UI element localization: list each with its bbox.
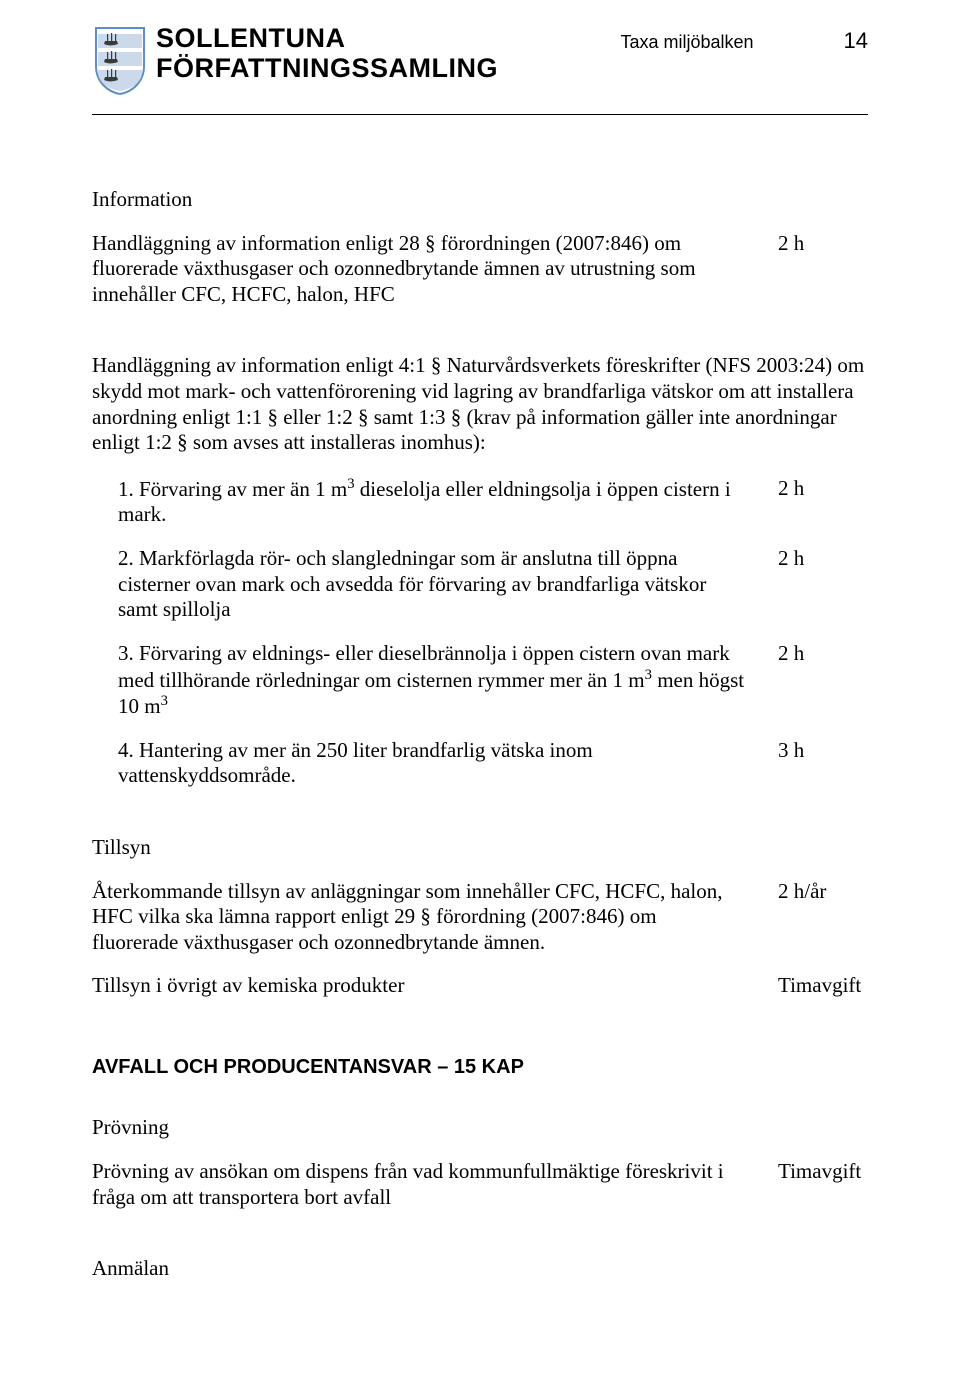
header-title-block: SOLLENTUNA FÖRFATTNINGSSAMLING [156,24,498,83]
list-item-value: 2 h [778,641,868,667]
header-right: Taxa miljöbalken 14 [620,28,868,54]
section-label: Anmälan [92,1256,868,1282]
intro-text: Handläggning av information enligt 4:1 §… [92,353,868,455]
provning-row-text: Prövning av ansökan om dispens från vad … [92,1159,778,1210]
tillsyn-row-value: 2 h/år [778,879,868,905]
provning-row: Prövning av ansökan om dispens från vad … [92,1159,868,1210]
page-header: SOLLENTUNA FÖRFATTNINGSSAMLING Taxa milj… [92,24,868,96]
doc-title: Taxa miljöbalken [620,32,753,53]
info-row: Handläggning av information enligt 28 § … [92,231,868,308]
tillsyn-row: Återkommande tillsyn av anläggningar som… [92,879,868,956]
list-item-value: 3 h [778,738,868,764]
content: Information Handläggning av information … [92,187,868,1282]
info-row-text: Handläggning av information enligt 28 § … [92,231,778,308]
page-number: 14 [844,28,868,54]
list-item-value: 2 h [778,546,868,572]
section-information: Information Handläggning av information … [92,187,868,307]
section-anmalan: Anmälan [92,1256,868,1282]
list-item-text: 2. Markförlagda rör- och slangledningar … [118,546,778,623]
header-divider [92,114,868,115]
list-item-text: 3. Förvaring av eldnings- eller dieselbr… [118,641,778,720]
section-label: Tillsyn [92,835,868,861]
org-name-line1: SOLLENTUNA [156,24,498,54]
section-label: Information [92,187,868,213]
section-tillsyn: Tillsyn Återkommande tillsyn av anläggni… [92,835,868,999]
tillsyn-row: Tillsyn i övrigt av kemiska produkter Ti… [92,973,868,999]
list-item: 3. Förvaring av eldnings- eller dieselbr… [118,641,868,720]
org-name-line2: FÖRFATTNINGSSAMLING [156,54,498,84]
list-item-value: 2 h [778,476,868,502]
tillsyn-row-text: Återkommande tillsyn av anläggningar som… [92,879,778,956]
info-row-value: 2 h [778,231,868,257]
chapter-heading: AVFALL OCH PRODUCENTANSVAR – 15 KAP [92,1055,868,1079]
section-label: Prövning [92,1115,868,1141]
provning-row-value: Timavgift [778,1159,868,1185]
list-item-text: 1. Förvaring av mer än 1 m3 dieselolja e… [118,476,778,528]
list-item: 1. Förvaring av mer än 1 m3 dieselolja e… [118,476,868,528]
list-item: 2. Markförlagda rör- och slangledningar … [118,546,868,623]
section-handlaggning: Handläggning av information enligt 4:1 §… [92,353,868,789]
section-provning: Prövning Prövning av ansökan om dispens … [92,1115,868,1210]
list-item: 4. Hantering av mer än 250 liter brandfa… [118,738,868,789]
list-item-text: 4. Hantering av mer än 250 liter brandfa… [118,738,778,789]
page: SOLLENTUNA FÖRFATTNINGSSAMLING Taxa milj… [0,0,960,1322]
tillsyn-row-value: Timavgift [778,973,868,999]
numbered-list: 1. Förvaring av mer än 1 m3 dieselolja e… [118,476,868,789]
municipality-shield-icon [92,24,148,96]
tillsyn-row-text: Tillsyn i övrigt av kemiska produkter [92,973,778,999]
